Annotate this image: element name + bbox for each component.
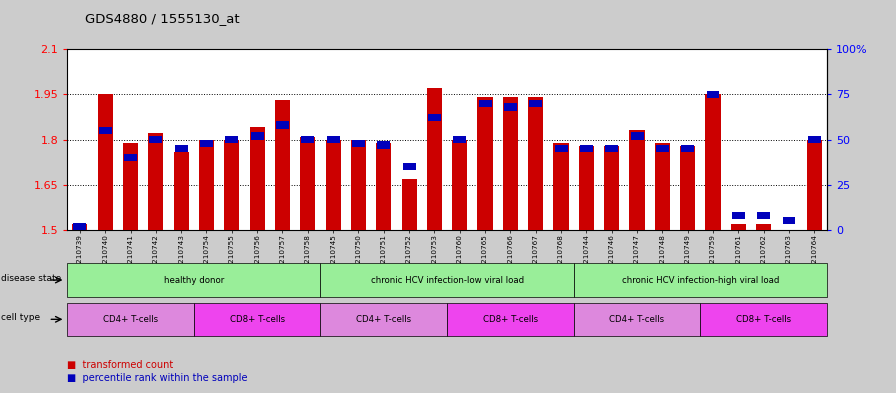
Bar: [327, 136, 340, 143]
Bar: [199, 140, 214, 230]
Bar: [630, 130, 644, 230]
Bar: [174, 152, 189, 230]
Text: CD8+ T-cells: CD8+ T-cells: [483, 315, 538, 324]
Bar: [351, 140, 366, 230]
Bar: [401, 179, 417, 230]
Bar: [606, 145, 618, 152]
Bar: [681, 145, 694, 152]
Bar: [250, 127, 264, 230]
Bar: [707, 91, 719, 98]
Text: cell type: cell type: [1, 313, 40, 322]
Bar: [731, 224, 746, 230]
Bar: [680, 145, 695, 230]
Bar: [426, 88, 442, 230]
Text: chronic HCV infection-low viral load: chronic HCV infection-low viral load: [371, 275, 523, 285]
Bar: [428, 114, 441, 121]
Bar: [402, 163, 416, 170]
Bar: [478, 97, 493, 230]
Bar: [148, 134, 163, 230]
Bar: [806, 140, 822, 230]
Text: CD8+ T-cells: CD8+ T-cells: [737, 315, 791, 324]
Bar: [782, 217, 796, 224]
Bar: [656, 145, 668, 152]
Bar: [528, 97, 543, 230]
Bar: [301, 136, 314, 143]
Text: GDS4880 / 1555130_at: GDS4880 / 1555130_at: [85, 12, 240, 25]
Bar: [504, 103, 517, 110]
Bar: [150, 136, 162, 143]
Bar: [200, 140, 213, 147]
Bar: [352, 140, 365, 147]
Bar: [555, 145, 567, 152]
Bar: [376, 143, 392, 230]
Bar: [175, 145, 187, 152]
Text: chronic HCV infection-high viral load: chronic HCV infection-high viral load: [622, 275, 779, 285]
Text: CD4+ T-cells: CD4+ T-cells: [357, 315, 411, 324]
Text: disease state: disease state: [1, 274, 61, 283]
Bar: [732, 212, 745, 219]
Bar: [757, 212, 771, 219]
Bar: [251, 132, 263, 140]
Bar: [300, 136, 315, 230]
Bar: [503, 97, 518, 230]
Bar: [580, 145, 593, 152]
Bar: [452, 140, 468, 230]
Text: CD4+ T-cells: CD4+ T-cells: [103, 315, 158, 324]
Bar: [530, 100, 542, 107]
Bar: [325, 140, 340, 230]
Bar: [275, 100, 290, 230]
Text: CD8+ T-cells: CD8+ T-cells: [229, 315, 285, 324]
Bar: [808, 136, 821, 143]
Bar: [124, 154, 137, 161]
Text: ■  percentile rank within the sample: ■ percentile rank within the sample: [67, 373, 247, 383]
Bar: [604, 145, 619, 230]
Bar: [224, 140, 239, 230]
Bar: [73, 223, 86, 230]
Bar: [579, 145, 594, 230]
Bar: [631, 132, 643, 140]
Bar: [705, 94, 720, 230]
Bar: [226, 136, 238, 143]
Bar: [377, 141, 391, 149]
Bar: [453, 136, 466, 143]
Text: healthy donor: healthy donor: [164, 275, 224, 285]
Bar: [478, 100, 492, 107]
Bar: [756, 224, 771, 230]
Bar: [655, 143, 670, 230]
Bar: [73, 224, 88, 230]
Text: CD4+ T-cells: CD4+ T-cells: [609, 315, 665, 324]
Bar: [123, 143, 138, 230]
Bar: [276, 121, 289, 129]
Bar: [99, 127, 112, 134]
Bar: [98, 94, 113, 230]
Text: ■  transformed count: ■ transformed count: [67, 360, 174, 370]
Bar: [554, 143, 569, 230]
